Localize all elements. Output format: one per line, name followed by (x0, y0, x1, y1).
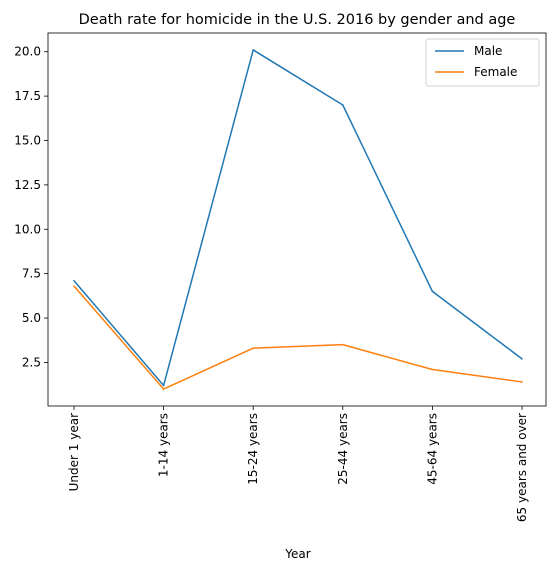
data-point-female (162, 388, 165, 390)
data-point-male (521, 358, 523, 360)
y-tick-label: 20.0 (14, 45, 41, 59)
y-tick-label: 17.5 (14, 89, 41, 103)
x-tick-label: 65 years and over (515, 413, 529, 522)
data-point-male (73, 279, 75, 282)
series-line-female (73, 285, 523, 390)
y-tick-label: 5.0 (22, 311, 41, 325)
y-tick-label: 2.5 (22, 355, 41, 369)
x-tick-label: Under 1 year (67, 413, 81, 491)
data-point-male (431, 290, 434, 293)
legend: Male Female (425, 38, 540, 87)
legend-label-female: Female (474, 65, 517, 79)
plot-area: 2.5 5.0 7.5 10.0 12.5 15.0 17.5 20.0 Under 1 yea… (14, 32, 547, 522)
data-point-male (252, 49, 254, 51)
x-axis-label: Year (284, 547, 310, 561)
axes-frame (47, 32, 547, 407)
y-tick-label: 12.5 (14, 178, 41, 192)
y-tick-label: 10.0 (14, 222, 41, 236)
series-line-male (73, 49, 523, 387)
x-tick-label: 25-44 years (336, 413, 350, 485)
data-point-female (342, 343, 344, 346)
data-point-male (162, 384, 165, 387)
data-point-female (431, 368, 434, 371)
chart-title: Death rate for homicide in the U.S. 2016… (79, 12, 516, 28)
data-point-female (73, 285, 75, 287)
y-tick-label: 15.0 (14, 133, 41, 147)
data-point-female (252, 347, 254, 350)
data-point-female (521, 381, 523, 383)
x-tick-label: 1-14 years (157, 413, 171, 477)
y-tick-label: 7.5 (22, 267, 41, 281)
legend-label-male: Male (474, 44, 502, 58)
data-point-male (342, 104, 344, 106)
x-tick-label: 15-24 years (246, 413, 260, 485)
x-tick-label: 45-64 years (425, 413, 439, 485)
